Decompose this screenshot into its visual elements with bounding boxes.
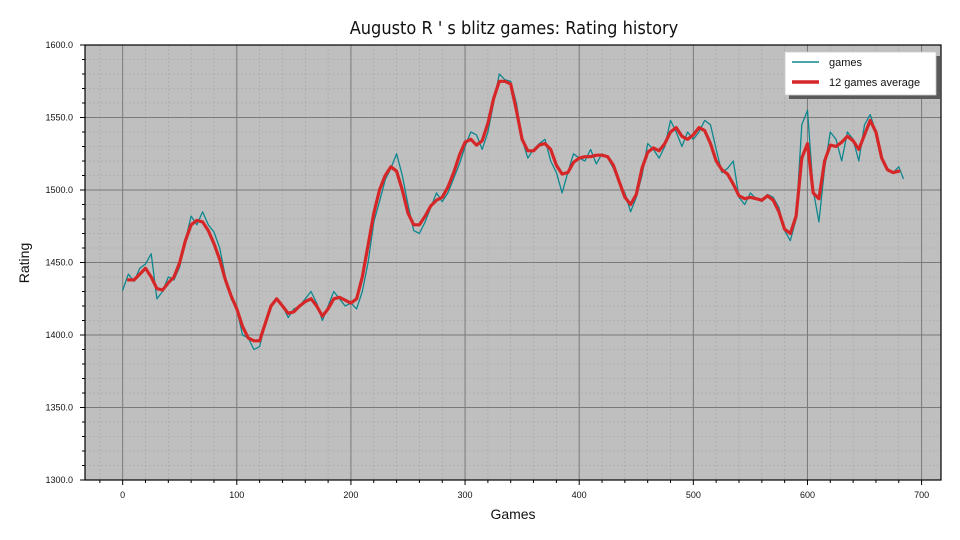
y-axis-ticks: 1300.0 1350.0 1400.0 1450.0 1500.0 1550.0 1600… bbox=[45, 40, 85, 485]
y-tick-label: 1600.0 bbox=[45, 40, 73, 50]
x-axis-ticks: 0 100 200 300 400 500 600 700 bbox=[99, 480, 929, 500]
x-tick-label: 0 bbox=[120, 490, 125, 500]
y-axis-label: Rating bbox=[16, 243, 32, 283]
y-tick-label: 1350.0 bbox=[45, 403, 73, 413]
y-tick-label: 1500.0 bbox=[45, 185, 73, 195]
average-series bbox=[126, 79, 901, 343]
x-tick-label: 200 bbox=[343, 490, 358, 500]
y-tick-label: 1300.0 bbox=[45, 475, 73, 485]
x-tick-label: 700 bbox=[914, 490, 929, 500]
chart-title: Augusto R ' s blitz games: Rating histor… bbox=[350, 18, 679, 39]
x-axis-label: Games bbox=[490, 506, 535, 522]
x-tick-label: 300 bbox=[458, 490, 473, 500]
x-tick-label: 500 bbox=[686, 490, 701, 500]
y-tick-label: 1450.0 bbox=[45, 258, 73, 268]
x-tick-label: 400 bbox=[572, 490, 587, 500]
legend-box bbox=[784, 51, 937, 96]
x-tick-label: 600 bbox=[800, 490, 815, 500]
legend: games 12 games average bbox=[784, 51, 940, 99]
legend-games-label: games bbox=[829, 57, 863, 69]
y-tick-label: 1400.0 bbox=[45, 330, 73, 340]
legend-average-label: 12 games average bbox=[829, 77, 920, 89]
12-games-average-line bbox=[126, 79, 901, 343]
y-tick-label: 1550.0 bbox=[45, 113, 73, 123]
x-tick-label: 100 bbox=[229, 490, 244, 500]
